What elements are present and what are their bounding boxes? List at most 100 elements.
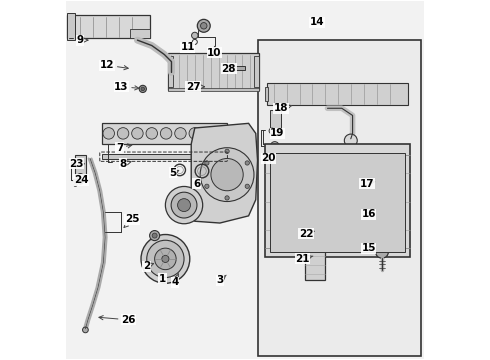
Circle shape [269,128,275,134]
Circle shape [272,144,277,148]
Polygon shape [101,123,227,144]
Circle shape [78,179,83,184]
Text: 14: 14 [309,17,324,27]
Polygon shape [254,56,259,87]
Circle shape [132,128,143,139]
Circle shape [147,240,184,278]
Text: 28: 28 [221,64,236,74]
Circle shape [141,234,190,283]
Circle shape [73,179,77,183]
Circle shape [155,248,176,270]
Text: 18: 18 [273,103,292,113]
Circle shape [384,213,393,222]
Text: 23: 23 [69,159,84,169]
Circle shape [344,134,357,147]
Circle shape [375,245,389,258]
Text: 19: 19 [270,129,285,138]
Polygon shape [101,154,225,159]
Circle shape [312,228,318,234]
Polygon shape [68,15,150,39]
Circle shape [160,128,172,139]
Circle shape [192,32,198,39]
Bar [74,155,86,176]
Polygon shape [267,83,408,105]
Text: 10: 10 [207,46,222,58]
Circle shape [270,141,279,150]
Circle shape [245,184,249,188]
Bar [340,157,349,250]
Text: 11: 11 [180,42,195,52]
Text: 26: 26 [99,315,136,325]
Circle shape [103,128,115,139]
Bar [361,157,369,250]
Polygon shape [168,56,173,87]
Circle shape [162,255,169,262]
Text: 4: 4 [172,274,179,287]
Circle shape [177,199,191,212]
Text: 21: 21 [295,254,313,264]
Text: 2: 2 [143,261,154,271]
Circle shape [171,192,197,218]
Polygon shape [68,13,74,40]
Bar [319,157,328,250]
Text: 25: 25 [124,215,139,228]
Circle shape [227,65,232,70]
Circle shape [189,128,200,139]
Circle shape [77,174,84,181]
Polygon shape [168,53,259,90]
Polygon shape [234,66,245,69]
Text: 17: 17 [360,179,375,189]
Circle shape [117,128,129,139]
Circle shape [211,158,243,191]
Bar [298,157,307,250]
Bar [277,157,286,250]
Text: 1: 1 [159,274,166,284]
Text: 12: 12 [99,60,128,70]
Text: 27: 27 [186,82,204,92]
Text: 7: 7 [116,143,132,153]
Circle shape [309,225,321,237]
Text: 15: 15 [362,243,376,253]
Text: 20: 20 [261,153,275,163]
Bar [305,246,325,280]
Circle shape [225,149,229,153]
Circle shape [175,128,186,139]
Bar [304,243,326,247]
Bar [265,144,410,257]
Circle shape [200,23,207,29]
Polygon shape [168,88,259,91]
Circle shape [205,184,209,188]
Bar [381,157,390,250]
Circle shape [141,87,145,91]
Text: 9: 9 [76,35,88,45]
Polygon shape [191,123,258,223]
Circle shape [152,233,157,238]
Circle shape [200,148,254,202]
Text: 16: 16 [362,209,376,219]
Circle shape [225,196,229,200]
Circle shape [82,327,88,333]
Bar [270,110,281,130]
Text: 3: 3 [216,275,226,285]
Text: 22: 22 [299,229,314,239]
Polygon shape [130,30,150,39]
Circle shape [166,186,203,224]
Circle shape [397,191,402,196]
Circle shape [203,128,215,139]
Bar [270,153,405,252]
Circle shape [139,85,147,93]
Bar [258,40,421,356]
Circle shape [245,161,249,165]
Circle shape [205,161,209,165]
Text: 24: 24 [74,175,88,185]
Text: 8: 8 [120,159,131,169]
Circle shape [394,189,404,198]
Circle shape [146,128,157,139]
Text: 5: 5 [170,168,179,178]
Circle shape [74,183,77,186]
Text: 13: 13 [114,82,139,92]
Circle shape [149,230,160,240]
Polygon shape [265,87,269,101]
Circle shape [197,19,210,32]
Text: 6: 6 [193,179,201,189]
